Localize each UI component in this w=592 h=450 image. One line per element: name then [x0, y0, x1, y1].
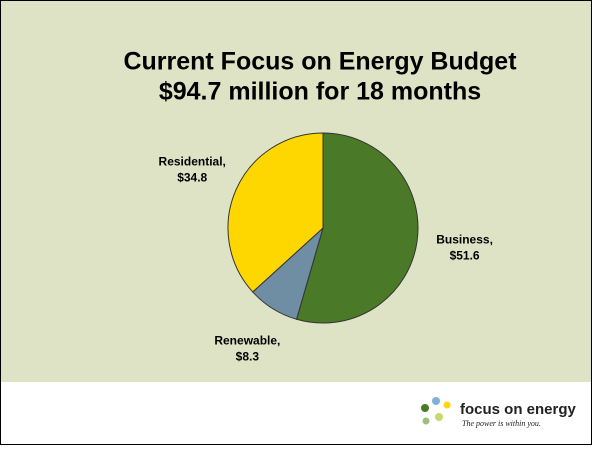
slice-value-label: $8.3 — [236, 350, 260, 364]
slice-category-label: Business, — [436, 232, 493, 246]
logo-dot — [443, 401, 451, 409]
slice-category-label: Renewable, — [214, 334, 280, 348]
logo-name: focus on energy — [460, 401, 577, 418]
pie: Business, $51.6 Renewable, $8.3 Residential,… — [159, 132, 493, 364]
logo-dot — [422, 417, 430, 425]
chart-title: Current Focus on Energy Budget — [123, 48, 517, 76]
logo-dot — [435, 413, 443, 421]
slice-value-label: $34.8 — [177, 170, 207, 184]
slice-category-label: Residential, — [159, 154, 226, 168]
logo-tagline: The power is within you. — [462, 419, 541, 428]
pie-slice — [227, 132, 324, 293]
logo-dot — [421, 404, 429, 412]
chart-subtitle: $94.7 million for 18 months — [159, 78, 481, 106]
logo-dot — [432, 397, 440, 405]
pie-slice — [295, 132, 419, 324]
logo: focus on energy The power is within you. — [421, 397, 577, 428]
slice-value-label: $51.6 — [450, 248, 480, 262]
